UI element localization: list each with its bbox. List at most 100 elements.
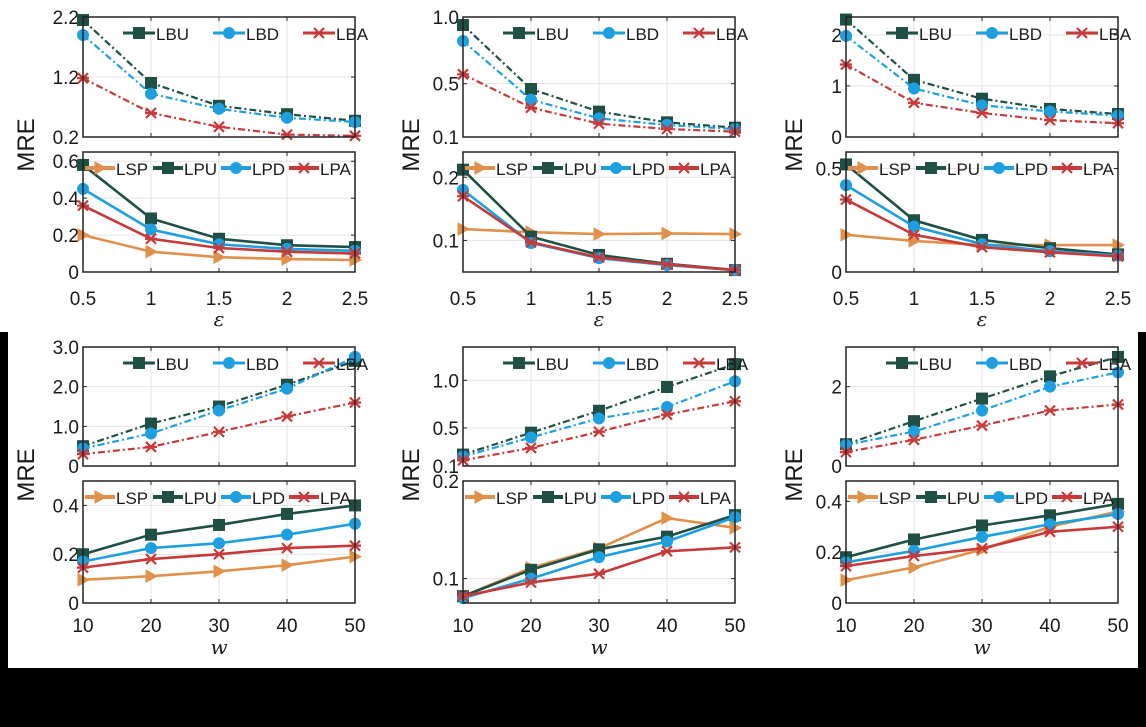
point-LSP [593,227,607,241]
point-LBA [593,117,605,130]
point-LPA [213,548,225,560]
point-LBA [908,97,920,109]
y-tick-label: 0.4 [53,496,80,517]
legend-label-LSP: LSP [496,489,528,508]
legend-marker-LPA [298,491,310,503]
point-LBD [1044,380,1056,393]
plot-frame [462,346,736,467]
point-LSP [661,511,675,525]
legend-marker-LBA [693,27,705,39]
point-LPA [661,545,673,558]
legend-label-LBA: LBA [716,25,749,44]
legend-label-LBU: LBU [536,25,569,44]
panel-2-upper: 0 1 2 LBU LBD LBA [831,13,1132,149]
panel-5-lower: 0 0.2 0.4 LSP LPU LPD LPA 10 20 30 40 50 w [816,480,1129,659]
point-LPD [145,542,157,555]
y-tick-label: 0.2 [53,226,79,247]
point-LPA [908,228,920,241]
legend: LBU LBD LBA [503,25,749,44]
x-tick-label: 0.5 [833,289,859,310]
legend-label-LBD: LBD [626,355,659,374]
point-LBA [661,408,673,421]
legend-label-LPU: LPU [947,489,980,508]
point-LSP [213,250,227,265]
y-axis-label: MRE [13,448,40,501]
legend-label-LSP: LSP [879,160,911,179]
series-LBD [840,29,1124,122]
x-tick-label: 20 [140,616,161,637]
legend: LSP LPU LPD LPA [848,489,1115,508]
x-tick-label: 1.5 [206,289,232,310]
legend-label-LBD: LBD [1009,355,1042,374]
legend-label-LPD: LPD [252,160,285,179]
point-LPA [213,242,225,254]
series-LBA [77,72,361,142]
legend-label-LPA: LPA [320,160,352,179]
panel-1-lower: 0.1 0.2 LSP LPU LPD LPA 0.5 1 1.5 2 2.5 ε [433,151,748,331]
line-LBU [845,355,1119,446]
legend-label-LBU: LBU [919,25,952,44]
legend-marker-LSP [474,490,488,504]
y-tick-label: 0.2 [53,128,79,149]
legend-label-LPU: LPU [564,489,597,508]
series-LPA [77,199,361,260]
legend-marker-LBD [603,27,615,39]
point-LBD [661,400,673,413]
point-LBD [908,82,920,95]
legend: LBU LBD LBA [123,355,369,374]
point-LBD [145,427,157,440]
legend-marker-LPD [230,491,242,503]
point-LPA [593,251,605,264]
x-tick-label: 2.5 [722,289,748,310]
y-tick-label: 2 [831,26,842,47]
point-LBA [213,426,225,438]
plot-frame [845,480,1119,604]
series-LPA [457,541,741,602]
y-tick-label: 0.2 [433,472,459,493]
legend-label-LBU: LBU [156,25,189,44]
legend-marker-LBD [986,357,998,369]
x-tick-label: 30 [208,616,229,637]
series-LBD [77,29,361,128]
plot-frame [845,151,1119,273]
y-tick-label: 0.5 [816,160,842,181]
legend-marker-LBA [313,27,325,39]
legend-marker-LBU [513,357,525,369]
point-LBU [661,380,673,393]
point-LPD [976,530,988,543]
legend-label-LBD: LBD [626,25,659,44]
legend-marker-LBU [133,27,145,39]
y-tick-label: 0 [831,263,842,284]
point-LPA [908,550,920,562]
legend: LBU LBD LBA [886,25,1132,44]
legend-label-LPD: LPD [632,160,665,179]
legend-marker-LBU [513,27,525,39]
point-LPD [145,223,157,236]
point-LSP [145,244,159,259]
y-tick-label: 0 [68,457,79,478]
x-tick-label: 20 [903,616,924,637]
y-tick-label: 1.0 [433,8,459,29]
legend-marker-LPU [542,491,554,503]
legend-marker-LBA [313,357,325,369]
x-tick-label: 30 [588,616,609,637]
legend-marker-LSP [474,161,488,175]
legend-label-LPU: LPU [947,160,980,179]
y-tick-label: 0.2 [433,168,459,189]
point-LPA [661,258,673,271]
point-LPU [145,528,157,541]
point-LBA [661,123,673,135]
point-LBU [145,77,157,89]
legend-marker-LBD [986,27,998,39]
panel-0-upper: 0.2 1.2 2.2 LBU LBD LBA [53,8,369,149]
x-tick-label: 50 [344,616,365,637]
x-tick-label: 20 [520,616,541,637]
series-LPD [77,517,361,568]
point-LBD [976,99,988,112]
point-LPU [281,507,293,520]
point-LBD [525,431,537,444]
series-LPA [840,193,1124,263]
x-tick-label: 10 [452,616,473,637]
y-tick-label: 0.4 [53,189,80,210]
point-LBA [281,410,293,423]
